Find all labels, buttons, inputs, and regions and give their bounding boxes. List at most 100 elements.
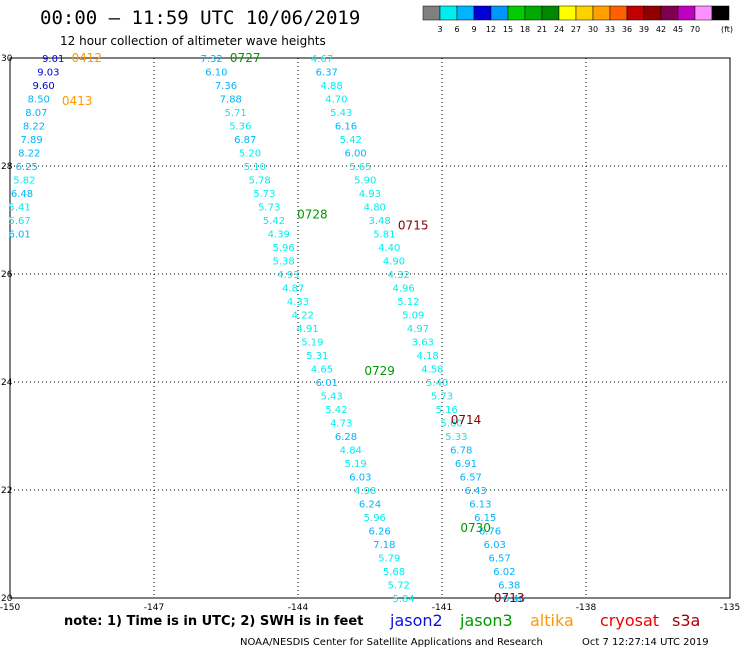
swh-label: 4.96 [392, 284, 414, 295]
swh-label: 5.42 [340, 135, 362, 146]
plot-area: -150 -147 -144 -141 -138 -135 20 22 24 26 28 30 9.01… [0, 51, 740, 613]
swh-label: 5.79 [378, 554, 400, 565]
legend-swatch [473, 5, 492, 21]
swh-label: 5.16 [436, 405, 458, 416]
swh-label: 4.87 [282, 284, 304, 295]
footer: note: 1) Time is in UTC; 2) SWH is in fe… [64, 611, 709, 648]
swh-label: 4.93 [277, 270, 299, 281]
swh-label: 6.01 [316, 378, 338, 389]
legend-swatch [524, 5, 543, 21]
legend-label: 42 [656, 25, 666, 34]
track-time-label: 0715 [398, 218, 429, 232]
chart-title: 00:00 – 11:59 UTC 10/06/2019 [40, 7, 360, 29]
x-tick-label: -141 [432, 603, 452, 613]
swh-label: 5.73 [253, 189, 275, 200]
swh-label: 4.39 [268, 230, 290, 241]
swh-label: 5.84 [392, 594, 414, 605]
x-tick-label: -144 [288, 603, 309, 613]
x-tick-label: -138 [576, 603, 597, 613]
swh-label: 6.00 [344, 149, 366, 160]
legend-label: 33 [605, 25, 615, 34]
swh-label: 5.33 [445, 432, 467, 443]
track-time-label: 0413 [62, 94, 93, 108]
legend-label: 70 [690, 25, 700, 34]
track-time-label: 0730 [460, 521, 491, 535]
footer-credit: NOAA/NESDIS Center for Satellite Applica… [240, 637, 543, 648]
swh-label: 4.32 [388, 270, 410, 281]
swh-label: 5.43 [330, 108, 352, 119]
legend-swatch [541, 5, 560, 21]
swh-label: 4.67 [311, 54, 333, 65]
legend-swatch [456, 5, 475, 21]
y-tick-label: 28 [1, 162, 13, 172]
swh-label: 4.98 [354, 486, 376, 497]
swh-label: 7.18 [373, 540, 395, 551]
swh-label: 3.48 [368, 216, 390, 227]
swh-label: 5.31 [306, 351, 328, 362]
swh-label: 5.71 [224, 108, 246, 119]
swh-label: 3.63 [412, 338, 434, 349]
legend-swatch [677, 5, 696, 21]
swh-label: 6.26 [368, 527, 390, 538]
x-tick-label: -135 [720, 603, 740, 613]
satellite-label: cryosat [600, 611, 659, 630]
legend-swatch [439, 5, 458, 21]
swh-label: 4.18 [416, 351, 438, 362]
swh-label: 4.65 [311, 365, 333, 376]
swh-label: 6.57 [460, 473, 482, 484]
chart-subtitle: 12 hour collection of altimeter wave hei… [60, 34, 326, 48]
legend-swatch [660, 5, 679, 21]
swh-label: 9.60 [32, 81, 54, 92]
legend-label: 24 [554, 25, 564, 34]
swh-label: 5.96 [272, 243, 294, 254]
swh-label: 4.58 [421, 365, 443, 376]
swh-label: 5.67 [8, 216, 30, 227]
swh-label: 6.13 [469, 500, 491, 511]
swh-label: 6.03 [484, 540, 506, 551]
swh-label: 4.80 [364, 203, 386, 214]
swh-label: 6.37 [316, 68, 338, 79]
swh-label: 6.16 [335, 122, 357, 133]
swh-label: 6.87 [234, 135, 256, 146]
track-time-label: 0412 [72, 51, 103, 65]
satellite-label: jason2 [389, 611, 443, 630]
x-tick-label: -150 [0, 603, 20, 613]
swh-label: 4.91 [296, 324, 318, 335]
legend-swatch [694, 5, 713, 21]
swh-label: 6.15 [474, 513, 496, 524]
swh-label: 5.81 [373, 230, 395, 241]
swh-label: 5.73 [258, 203, 280, 214]
footer-timestamp: Oct 7 12:27:14 UTC 2019 [582, 637, 709, 648]
swh-label: 5.12 [397, 297, 419, 308]
swh-label: 8.22 [18, 149, 40, 160]
swh-label: 5.43 [320, 392, 342, 403]
swh-label: 5.36 [229, 122, 251, 133]
legend-label: 6 [454, 25, 459, 34]
swh-label: 5.72 [388, 581, 410, 592]
legend-label: 3 [437, 25, 442, 34]
legend-label: 18 [520, 25, 530, 34]
legend-swatch [643, 5, 662, 21]
swh-label: 4.84 [340, 446, 362, 457]
legend-swatch [575, 5, 594, 21]
y-tick-label: 30 [1, 54, 13, 64]
swh-label: 5.19 [301, 338, 323, 349]
swh-label: 9.03 [37, 68, 59, 79]
swh-label: 4.70 [325, 95, 347, 106]
swh-label: 4.22 [292, 311, 314, 322]
swh-label: 6.03 [349, 473, 371, 484]
footer-note: note: 1) Time is in UTC; 2) SWH is in fe… [64, 614, 363, 629]
satellite-label: altika [530, 611, 574, 630]
swh-label: 5.65 [349, 162, 371, 173]
swh-label: 6.02 [493, 567, 515, 578]
swh-label: 6.91 [455, 459, 477, 470]
swh-label: 5.78 [248, 176, 270, 187]
swh-label: 4.90 [383, 257, 405, 268]
swh-label: 6.28 [335, 432, 357, 443]
legend-swatch [422, 5, 441, 21]
swh-label: 5.82 [13, 176, 35, 187]
swh-label: 5.19 [344, 459, 366, 470]
track-time-label: 0727 [230, 51, 261, 65]
swh-label: 9.01 [42, 54, 64, 65]
